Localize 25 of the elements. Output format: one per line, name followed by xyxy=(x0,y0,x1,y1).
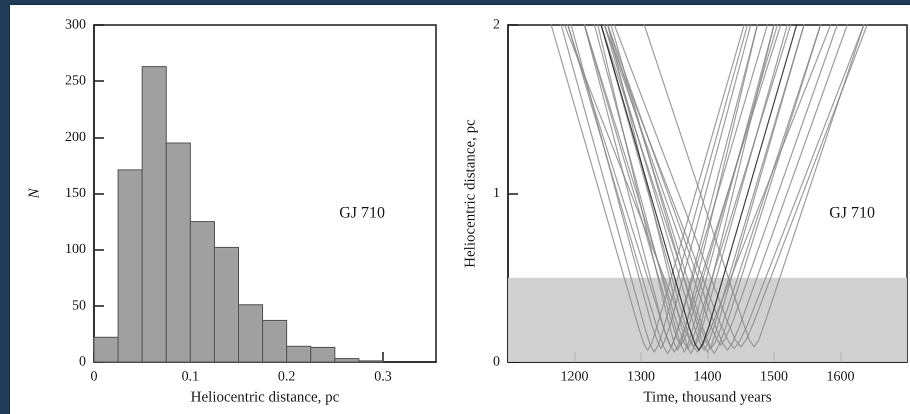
y-tick-label: 300 xyxy=(65,18,86,32)
y-axis-title: Heliocentric distance, pc xyxy=(462,118,478,268)
x-tick-label: 1500 xyxy=(760,370,788,384)
x-axis-title: Time, thousand years xyxy=(643,390,772,406)
x-tick-label: 1300 xyxy=(627,370,655,384)
x-tick-label: 1200 xyxy=(560,370,588,384)
y-tick-label: 150 xyxy=(65,186,86,201)
y-tick-label: 0 xyxy=(79,354,86,370)
x-tick-label: 0.3 xyxy=(374,370,392,384)
y-tick-label: 200 xyxy=(65,130,86,145)
x-tick-label: 1400 xyxy=(694,370,722,384)
x-axis-title: Heliocentric distance, pc xyxy=(190,390,340,406)
x-tick-label: 0 xyxy=(90,370,98,384)
y-tick-label: 0 xyxy=(493,354,500,370)
x-tick-label: 1600 xyxy=(826,370,854,384)
annotation: GJ 710 xyxy=(829,204,875,222)
y-tick-label: 2 xyxy=(493,18,500,32)
x-tick-label: 0.2 xyxy=(278,370,296,384)
x-tick-label: 0.1 xyxy=(182,370,200,384)
y-axis-title: N xyxy=(26,188,42,200)
annotation: GJ 710 xyxy=(339,204,385,222)
y-tick-label: 1 xyxy=(493,186,500,201)
y-tick-label: 50 xyxy=(72,298,86,314)
y-tick-label: 100 xyxy=(65,242,86,258)
y-tick-label: 250 xyxy=(65,74,86,89)
